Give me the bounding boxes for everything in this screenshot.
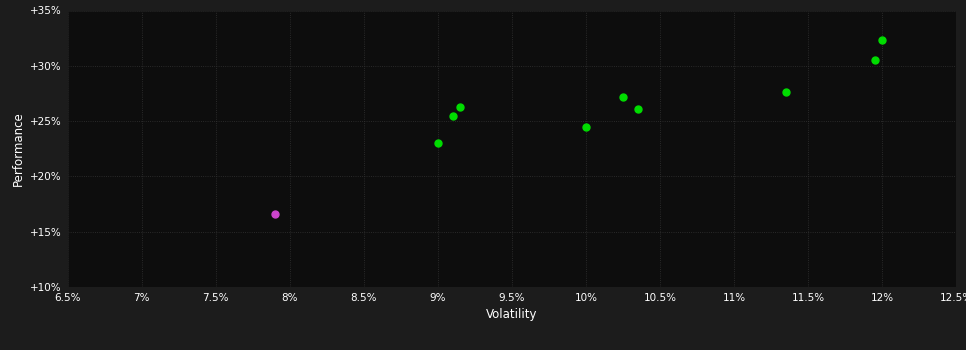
Point: [445, 113, 461, 118]
Point: [867, 57, 883, 63]
Point: [268, 211, 283, 217]
Point: [579, 124, 594, 130]
Point: [615, 94, 631, 99]
X-axis label: Volatility: Volatility: [486, 308, 538, 321]
Y-axis label: Performance: Performance: [12, 111, 25, 186]
Point: [452, 104, 468, 110]
Point: [874, 37, 890, 43]
Point: [779, 90, 794, 95]
Point: [430, 140, 445, 146]
Point: [630, 106, 645, 112]
